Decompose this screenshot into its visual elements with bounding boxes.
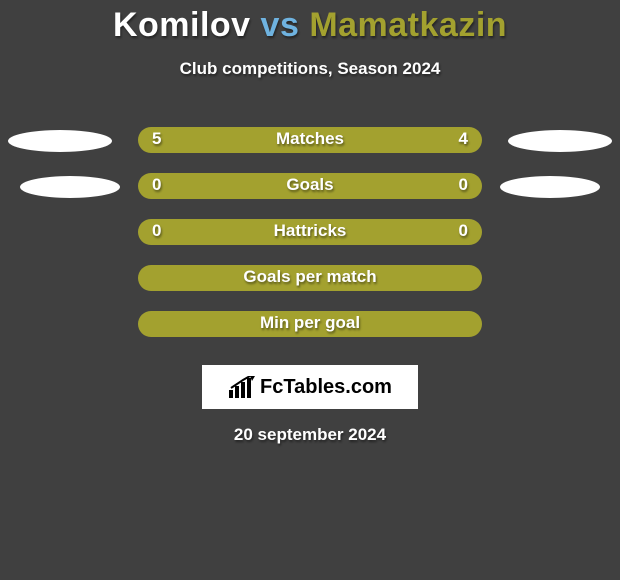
stats-card: Komilov vs Mamatkazin Club competitions,… xyxy=(0,0,620,580)
title-player-left: Komilov xyxy=(113,6,251,44)
stat-value-right: 0 xyxy=(459,221,468,241)
stat-bar: Goals0 0 xyxy=(138,173,482,199)
stat-row: Hattricks0 0 xyxy=(0,209,620,255)
stat-label: Goals per match xyxy=(138,267,482,287)
stat-bar: Hattricks0 0 xyxy=(138,219,482,245)
stat-row: Matches5 4 xyxy=(0,117,620,163)
logo-box: FcTables.com xyxy=(202,365,418,409)
value-ellipse xyxy=(8,130,112,152)
page-title: Komilov vs Mamatkazin xyxy=(0,6,620,45)
stat-label: Matches xyxy=(138,129,482,149)
stat-value-left: 5 xyxy=(152,129,161,149)
stat-label: Min per goal xyxy=(138,313,482,333)
stat-label: Hattricks xyxy=(138,221,482,241)
stat-rows: Matches54Goals00Hattricks00Goals per mat… xyxy=(0,117,620,347)
subtitle: Club competitions, Season 2024 xyxy=(0,59,620,79)
stat-row: Goals0 0 xyxy=(0,163,620,209)
stat-label: Goals xyxy=(138,175,482,195)
stat-bar: Goals per match xyxy=(138,265,482,291)
logo-text: FcTables.com xyxy=(260,376,392,399)
stat-bar: Min per goal xyxy=(138,311,482,337)
stat-value-left: 0 xyxy=(152,175,161,195)
value-ellipse xyxy=(20,176,120,198)
stat-value-right: 4 xyxy=(459,129,468,149)
date-text: 20 september 2024 xyxy=(0,425,620,445)
stat-bar: Matches5 4 xyxy=(138,127,482,153)
stat-row: Goals per match xyxy=(0,255,620,301)
stat-row: Min per goal xyxy=(0,301,620,347)
stat-value-right: 0 xyxy=(459,175,468,195)
value-ellipse xyxy=(508,130,612,152)
bars-chart-icon xyxy=(228,376,256,398)
fctables-logo: FcTables.com xyxy=(228,376,392,399)
title-player-right: Mamatkazin xyxy=(309,6,507,44)
value-ellipse xyxy=(500,176,600,198)
stat-value-left: 0 xyxy=(152,221,161,241)
title-vs: vs xyxy=(261,6,300,44)
